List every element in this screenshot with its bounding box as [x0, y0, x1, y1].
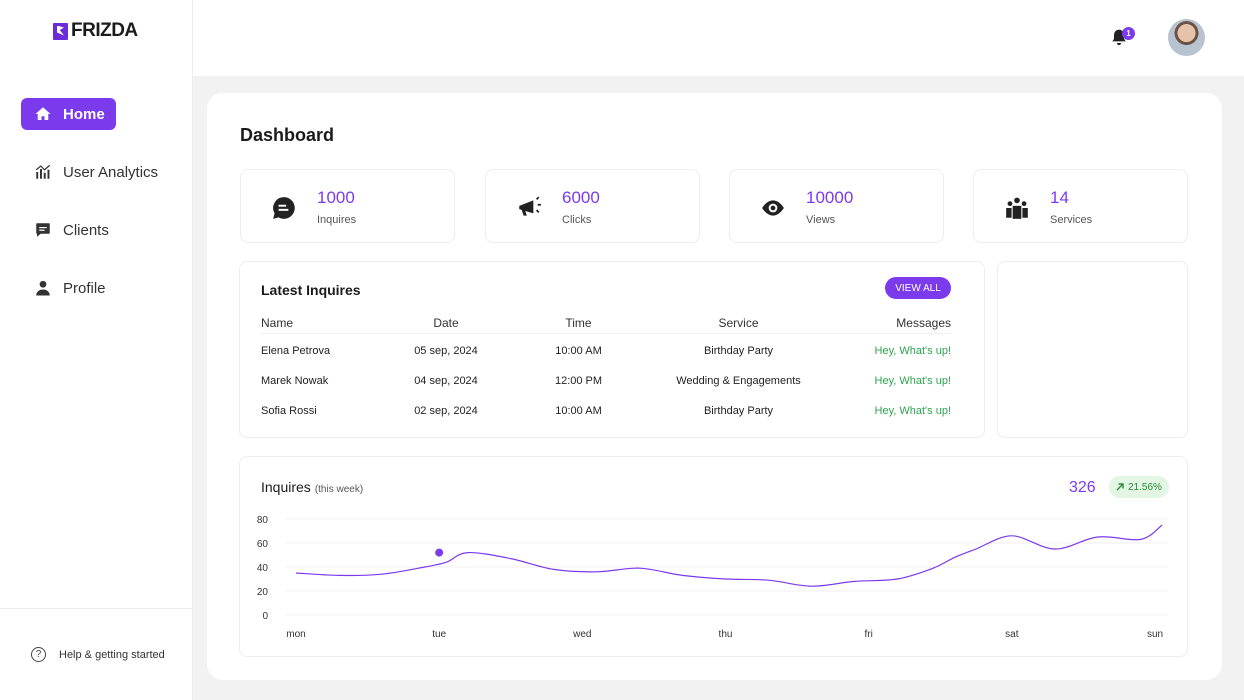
nav-item-clients[interactable]: Clients — [21, 214, 186, 246]
series-line — [295, 524, 1163, 587]
table-row[interactable]: Sofia Rossi 02 sep, 2024 10:00 AM Birthd… — [261, 396, 951, 426]
cell-name: Sofia Rossi — [261, 405, 317, 417]
message-icon — [273, 197, 295, 219]
empty-side-card — [997, 261, 1188, 438]
latest-inquires-card: Latest Inquires VIEW ALL Name Date Time … — [239, 261, 985, 438]
x-tick-label: tue — [432, 629, 446, 640]
y-tick-label: 80 — [257, 515, 269, 526]
x-tick-label: fri — [864, 629, 872, 640]
cell-time: 12:00 PM — [554, 375, 603, 387]
chart-subtitle: (this week) — [314, 484, 364, 495]
cell-service: Wedding & Engagements — [676, 375, 801, 387]
x-tick-label: wed — [572, 629, 591, 640]
x-tick-label: mon — [286, 629, 305, 640]
nav-label: Profile — [63, 279, 106, 297]
cell-service: Birthday Party — [703, 405, 774, 417]
stat-value: 6000 — [562, 188, 600, 207]
column-header-time: Time — [565, 315, 592, 330]
x-tick-label: sat — [1005, 629, 1019, 640]
nav-label: Clients — [63, 221, 109, 239]
change-badge: 21.56% — [1109, 476, 1169, 498]
column-header-service: Service — [718, 315, 759, 330]
group-icon — [1006, 197, 1028, 219]
user-icon — [34, 279, 52, 297]
cell-name: Marek Nowak — [261, 375, 329, 387]
sidebar: FRIZDA Home User Analytics Clients Profi… — [0, 0, 193, 700]
cell-date: 02 sep, 2024 — [414, 405, 478, 417]
inquires-chart-card: Inquires (this week) 326 21.56% 0 20 40 60 80… — [239, 456, 1188, 657]
logo-icon — [53, 22, 68, 40]
cell-time: 10:00 AM — [555, 345, 602, 357]
nav-item-profile[interactable]: Profile — [21, 272, 186, 304]
column-header-name: Name — [261, 315, 294, 330]
stat-label: Views — [806, 214, 836, 226]
inquires-table: Name Date Time Service Messages Elena Pe… — [261, 312, 951, 426]
cell-date: 05 sep, 2024 — [414, 345, 478, 357]
stat-label: Services — [1050, 214, 1093, 226]
stat-value: 1000 — [317, 188, 355, 207]
inquires-line-chart: 0 20 40 60 80 mon tue wed thu fri sat sun — [257, 515, 1168, 640]
page-title: Dashboard — [240, 125, 335, 145]
cell-date: 04 sep, 2024 — [414, 375, 478, 387]
cell-name: Elena Petrova — [261, 345, 331, 357]
y-tick-label: 0 — [262, 611, 268, 622]
change-value: 21.56% — [1128, 481, 1162, 493]
stat-value: 14 — [1050, 188, 1069, 207]
stat-card-inquires: 1000 Inquires — [240, 169, 455, 243]
notification-badge: 1 — [1122, 27, 1135, 40]
chart-title-text: Inquires — [261, 479, 311, 495]
x-tick-label: thu — [719, 629, 733, 640]
table-row[interactable]: Marek Nowak 04 sep, 2024 12:00 PM Weddin… — [261, 366, 951, 396]
arrow-up-right-icon — [1116, 483, 1124, 491]
stat-card-clicks: 6000 Clicks — [485, 169, 700, 243]
top-header: 1 — [193, 0, 1244, 76]
dashboard-panel: Dashboard 1000 Inquires 6000 Clicks 1000… — [207, 93, 1222, 680]
table-row[interactable]: Elena Petrova 05 sep, 2024 10:00 AM Birt… — [261, 336, 951, 366]
stat-label: Inquires — [317, 214, 357, 226]
stat-card-views: 10000 Views — [729, 169, 944, 243]
x-tick-label: sun — [1147, 629, 1163, 640]
view-all-button[interactable]: VIEW ALL — [885, 277, 951, 299]
y-tick-label: 60 — [257, 539, 269, 550]
nav-label: User Analytics — [63, 163, 159, 181]
main-nav: Home User Analytics Clients Profile — [21, 98, 186, 330]
nav-item-home[interactable]: Home — [21, 98, 116, 130]
avatar[interactable] — [1168, 19, 1205, 56]
stat-label: Clicks — [562, 214, 592, 226]
nav-item-user-analytics[interactable]: User Analytics — [21, 156, 186, 188]
cell-message[interactable]: Hey, What's up! — [874, 405, 951, 417]
stat-value: 10000 — [806, 188, 854, 207]
y-tick-label: 20 — [257, 587, 269, 598]
brand-name: FRIZDA — [71, 20, 138, 41]
help-icon: ? — [31, 647, 46, 662]
megaphone-icon — [519, 196, 541, 216]
eye-icon — [762, 200, 784, 216]
cell-service: Birthday Party — [703, 345, 774, 357]
analytics-icon — [34, 163, 52, 181]
highlight-point — [435, 548, 444, 557]
cell-message[interactable]: Hey, What's up! — [874, 345, 951, 357]
chart-total: 326 — [1069, 479, 1096, 496]
table-header: Name Date Time Service Messages — [261, 312, 951, 334]
help-label: Help & getting started — [59, 648, 165, 661]
chart-title: Inquires (this week) — [261, 479, 363, 495]
y-tick-label: 40 — [257, 563, 269, 574]
latest-inquires-title: Latest Inquires — [261, 282, 361, 298]
column-header-messages: Messages — [896, 315, 951, 330]
stat-card-services: 14 Services — [973, 169, 1188, 243]
help-link[interactable]: ? Help & getting started — [0, 608, 193, 700]
cell-message[interactable]: Hey, What's up! — [874, 375, 951, 387]
chat-icon — [34, 221, 52, 239]
brand-logo[interactable]: FRIZDA — [53, 20, 138, 42]
cell-time: 10:00 AM — [555, 405, 602, 417]
home-icon — [34, 105, 52, 123]
nav-label: Home — [63, 105, 105, 123]
column-header-date: Date — [433, 315, 459, 330]
